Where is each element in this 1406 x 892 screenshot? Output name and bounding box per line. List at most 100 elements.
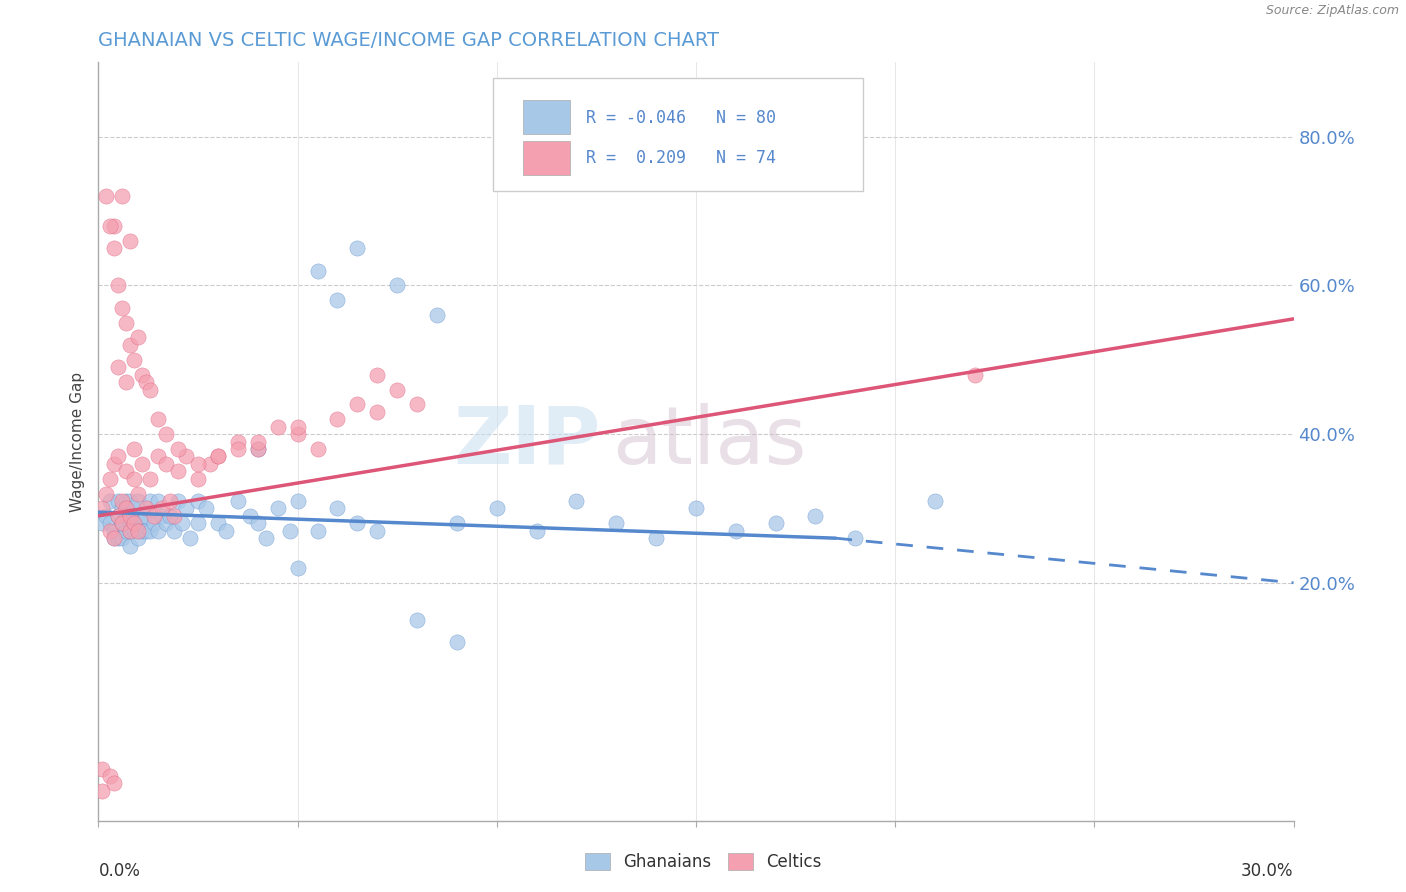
Point <box>187 457 209 471</box>
Point <box>187 472 209 486</box>
Point <box>163 524 186 538</box>
Point <box>326 501 349 516</box>
Text: R = -0.046   N = 80: R = -0.046 N = 80 <box>586 109 776 127</box>
Point <box>103 457 125 471</box>
Point <box>195 501 218 516</box>
Text: Source: ZipAtlas.com: Source: ZipAtlas.com <box>1265 4 1399 18</box>
Bar <box>523 141 571 175</box>
Point <box>124 472 146 486</box>
Point <box>226 442 249 456</box>
Point <box>167 464 190 478</box>
FancyBboxPatch shape <box>494 78 863 191</box>
Text: atlas: atlas <box>613 402 807 481</box>
Point <box>645 531 668 545</box>
Point <box>127 508 149 523</box>
Point <box>215 524 238 538</box>
Point <box>366 368 388 382</box>
Point <box>135 375 157 389</box>
Point <box>207 450 229 464</box>
Point <box>135 508 157 523</box>
Point <box>139 494 162 508</box>
Point <box>103 524 125 538</box>
Point <box>111 501 134 516</box>
Point <box>124 516 146 531</box>
Point <box>98 472 122 486</box>
Point <box>267 501 290 516</box>
Point <box>131 457 153 471</box>
Point <box>148 524 170 538</box>
Point <box>172 516 194 531</box>
Point <box>124 352 146 367</box>
Point <box>287 561 309 575</box>
Point <box>226 494 249 508</box>
Text: 0.0%: 0.0% <box>98 863 141 880</box>
Point <box>107 508 129 523</box>
Point <box>163 508 186 523</box>
Point <box>127 486 149 500</box>
Point <box>98 219 122 233</box>
Point <box>207 450 229 464</box>
Point <box>120 234 142 248</box>
Point <box>120 338 142 352</box>
Point <box>426 308 449 322</box>
Point <box>107 508 129 523</box>
Point <box>155 457 177 471</box>
Point <box>103 776 125 790</box>
Point <box>150 501 173 516</box>
Point <box>385 383 409 397</box>
Point <box>115 501 138 516</box>
Point <box>148 494 170 508</box>
Point <box>111 516 134 531</box>
Point <box>406 397 429 411</box>
Point <box>307 442 329 456</box>
Point <box>366 524 388 538</box>
Point <box>131 508 153 523</box>
Point <box>239 508 262 523</box>
Point <box>267 419 290 434</box>
Point <box>115 524 138 538</box>
Point <box>115 375 138 389</box>
Point <box>326 412 349 426</box>
Point <box>246 442 269 456</box>
Point <box>287 427 309 442</box>
Point <box>107 450 129 464</box>
Point <box>346 397 368 411</box>
Point <box>103 241 125 255</box>
Point <box>98 494 122 508</box>
Point <box>111 189 134 203</box>
Point <box>103 219 125 233</box>
Point <box>127 531 149 545</box>
Point <box>724 524 747 538</box>
Point <box>174 501 197 516</box>
Point <box>143 508 166 523</box>
Point <box>765 516 787 531</box>
Point <box>107 531 129 545</box>
Point <box>346 516 368 531</box>
Point <box>179 531 201 545</box>
Point <box>406 613 429 627</box>
Point <box>148 412 170 426</box>
Point <box>307 524 329 538</box>
Point <box>207 516 229 531</box>
Point <box>91 516 114 531</box>
Point <box>143 516 166 531</box>
Point <box>91 784 114 798</box>
Point <box>246 434 269 449</box>
Point <box>120 508 142 523</box>
Point <box>124 442 146 456</box>
Point <box>107 494 129 508</box>
Point <box>287 419 309 434</box>
Point <box>120 508 142 523</box>
Text: R =  0.209   N = 74: R = 0.209 N = 74 <box>586 149 776 167</box>
Point <box>131 524 153 538</box>
Point <box>366 405 388 419</box>
Point <box>385 278 409 293</box>
Text: 30.0%: 30.0% <box>1241 863 1294 880</box>
Point <box>174 450 197 464</box>
Point <box>685 501 707 516</box>
Point <box>131 368 153 382</box>
Point <box>246 516 269 531</box>
Point <box>605 516 627 531</box>
Point <box>96 508 118 523</box>
Point <box>98 524 122 538</box>
